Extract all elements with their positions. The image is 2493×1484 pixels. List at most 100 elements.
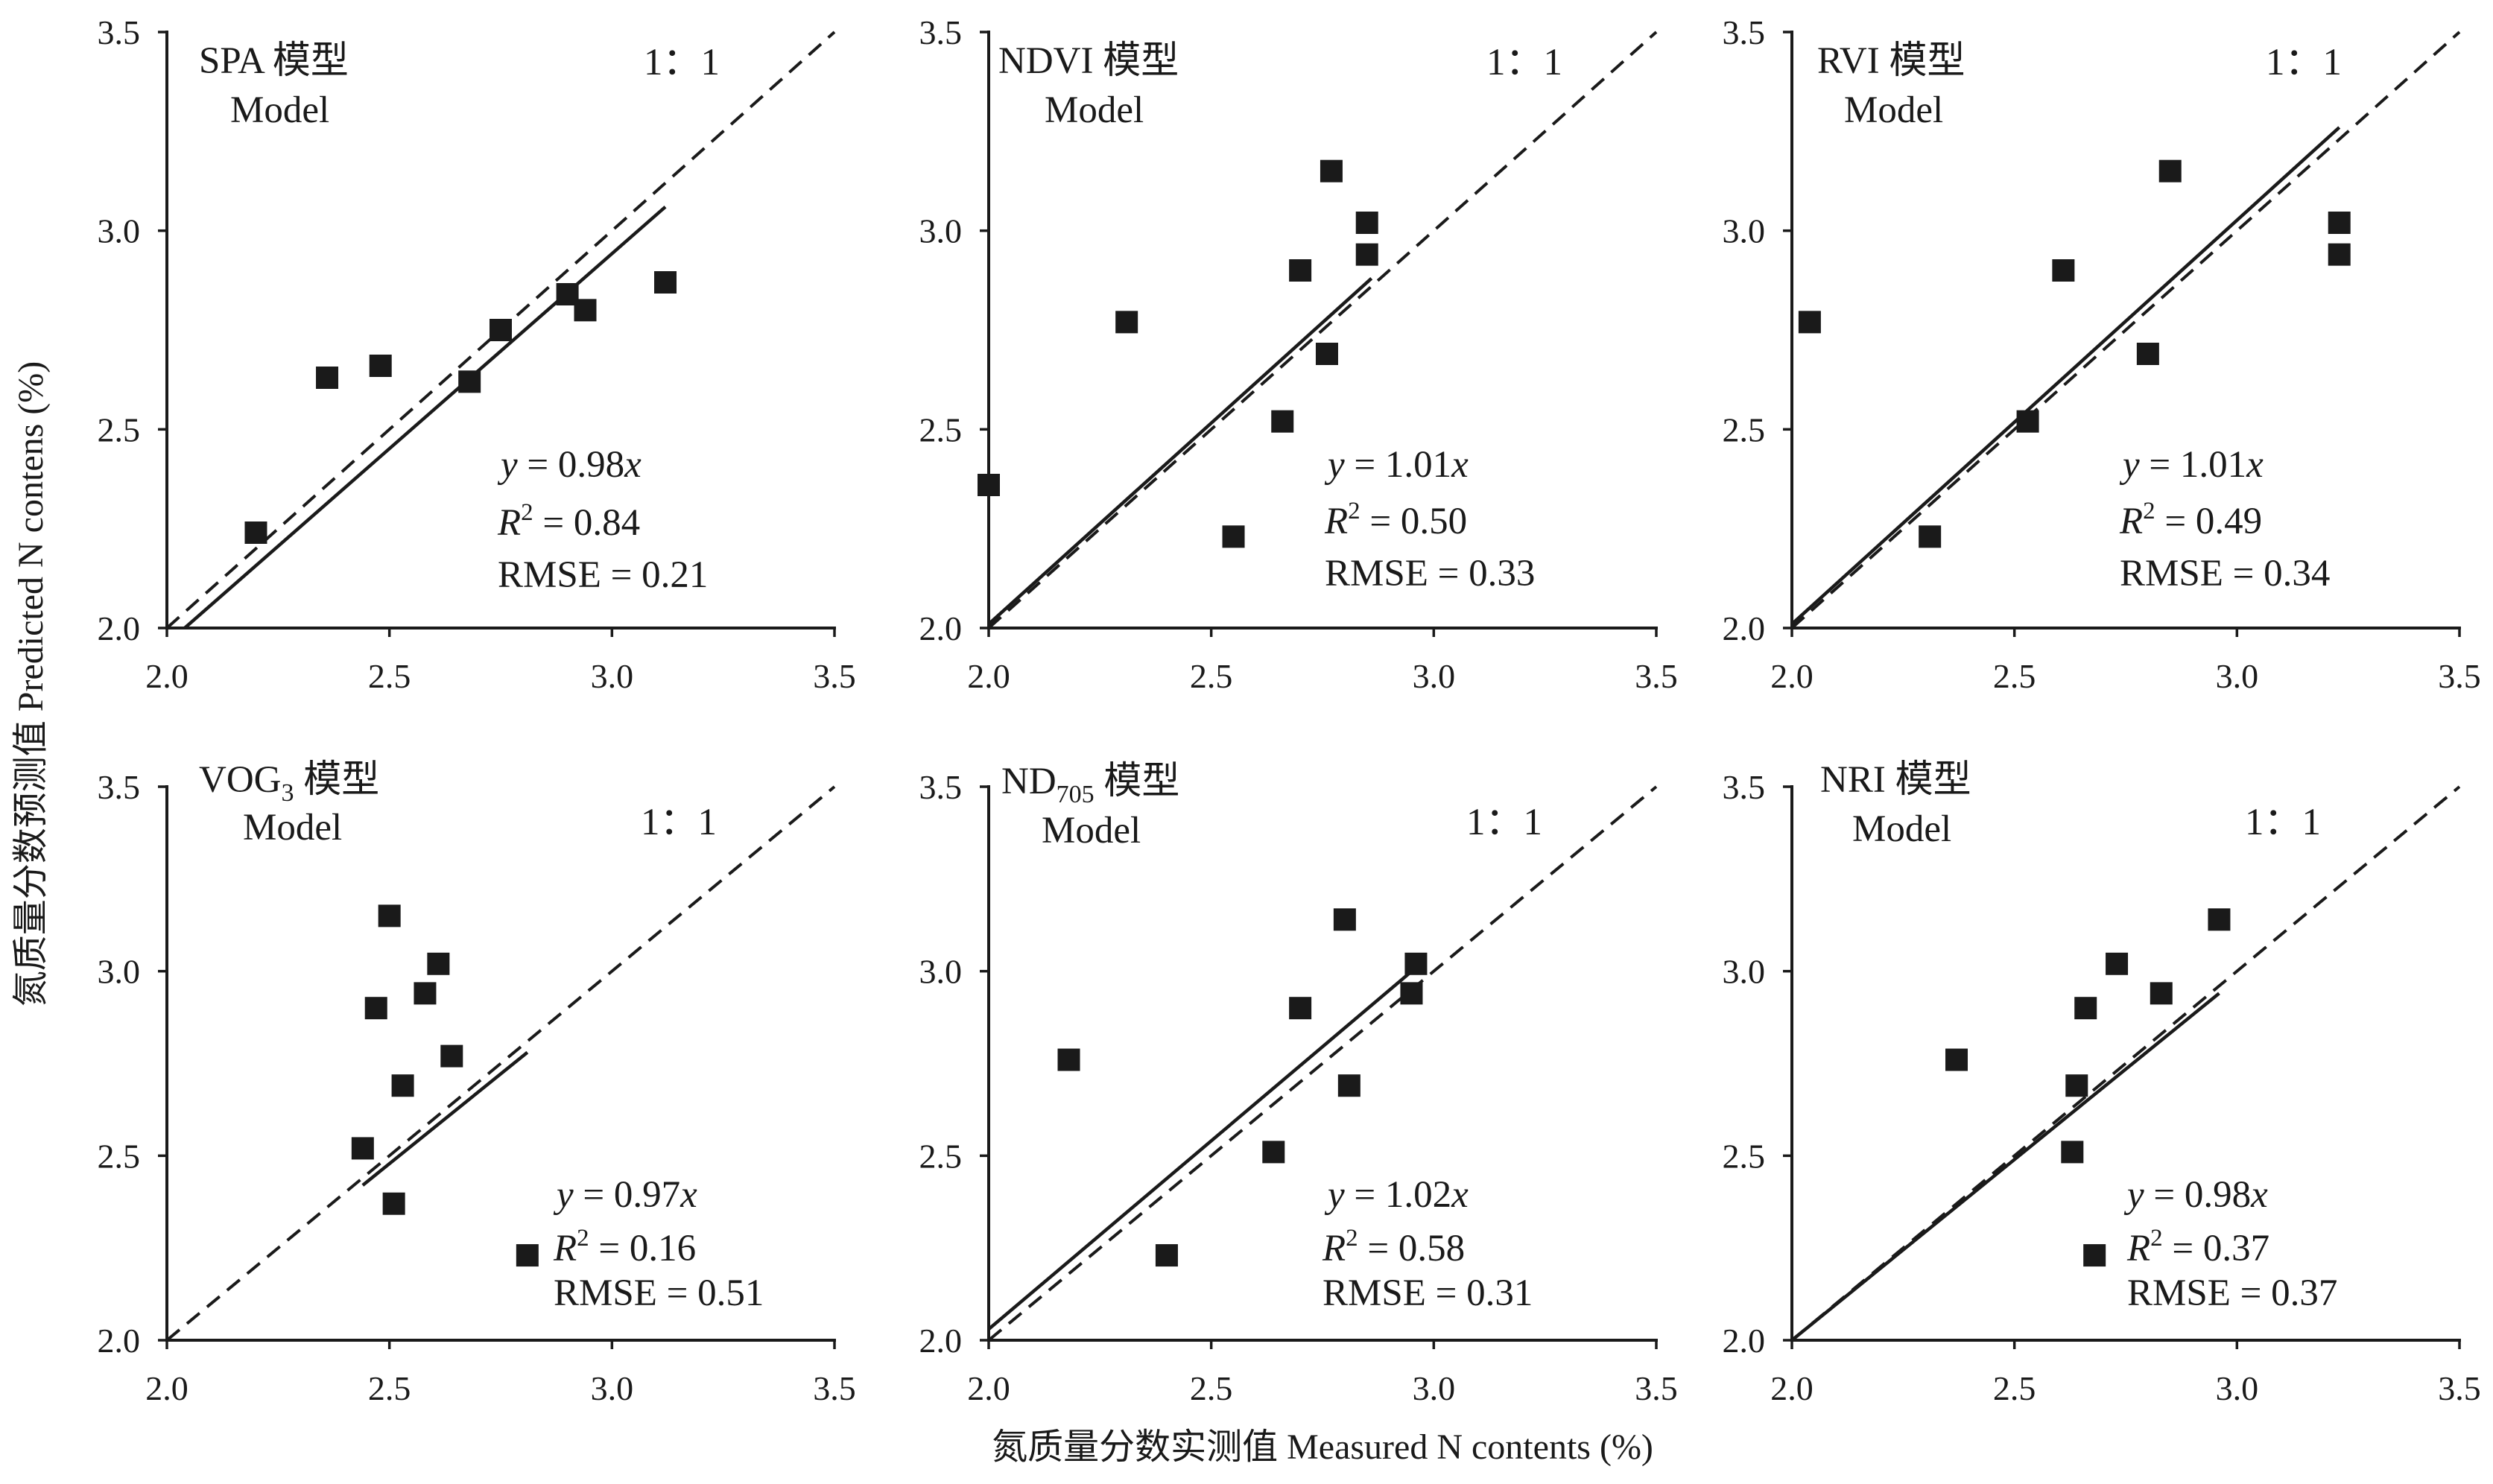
equation-x: x: [680, 1174, 697, 1216]
scatter-point: [1289, 259, 1312, 282]
scatter-point: [516, 1244, 539, 1267]
one-to-one-label: 1：1: [1466, 802, 1542, 843]
equation-label: y = 1.01x: [1324, 444, 1469, 486]
panel-title-main: NRI: [1820, 759, 1886, 801]
panel-title-main: RVI: [1817, 40, 1880, 82]
y-tick-label: 2.5: [98, 410, 141, 448]
scatter-point: [2328, 243, 2351, 266]
fit-line: [987, 276, 1373, 626]
scatter-point: [978, 474, 1000, 496]
fit-line: [987, 959, 1426, 1331]
equation-y: y: [553, 1174, 574, 1216]
r-squared-label: R2 = 0.84: [497, 499, 640, 544]
panel-title-suffix: 模型: [1886, 759, 1971, 801]
scatter-panel: 2.02.0 2.5 2.5 3.0 3.0 3.5 3.5 SPA 模型 Model 1：1 y …: [98, 13, 856, 695]
scatter-point: [1400, 982, 1423, 1005]
model-label: Model: [1852, 808, 1951, 850]
equation-y: y: [1324, 444, 1345, 486]
rmse-label: RMSE = 0.21: [498, 554, 708, 596]
equation-x: x: [2246, 444, 2264, 486]
rmse-label: RMSE = 0.33: [1325, 553, 1535, 594]
scatter-point: [2208, 908, 2231, 931]
r-squared-superscript: 2: [2143, 498, 2155, 524]
x-tick-label: 3.5: [2438, 657, 2481, 695]
scatter-point: [1057, 1048, 1080, 1071]
equation-slope: = 1.01: [2140, 444, 2247, 486]
scatter-point: [1798, 311, 1821, 334]
y-tick-label: 3.5: [1723, 13, 1766, 51]
model-label: Model: [1042, 810, 1141, 852]
x-tick-label: 3.0: [1413, 657, 1456, 695]
y-tick-label: 3.0: [98, 212, 141, 250]
y-tick-label: 2.0: [919, 1322, 963, 1360]
rmse-label: RMSE = 0.51: [554, 1272, 764, 1314]
scatter-point: [574, 299, 597, 322]
scatter-point: [2158, 159, 2182, 183]
scatter-panel: 2.02.0 2.5 2.5 3.0 3.0 3.5 3.5 NRI 模型 Model 1：1 y …: [1723, 759, 2481, 1407]
r-squared-r: R: [1324, 501, 1348, 542]
equation-slope: = 0.98: [518, 444, 625, 486]
panel-title-main: NDVI: [998, 40, 1093, 82]
panel-title: VOG3 模型: [199, 759, 379, 807]
y-tick-label: 3.5: [98, 768, 141, 806]
y-tick-label: 3.0: [1723, 212, 1766, 250]
equation-label: y = 1.02x: [1324, 1174, 1469, 1216]
panel-title-suffix: 模型: [1095, 761, 1180, 802]
panel-title-main: ND: [1001, 761, 1057, 802]
scatter-point: [458, 370, 481, 393]
panel-title: ND705 模型: [1001, 761, 1179, 808]
equation-label: y = 0.98x: [2123, 1174, 2268, 1216]
x-tick-label: 3.0: [591, 657, 634, 695]
equation-label: y = 0.97x: [553, 1174, 697, 1216]
scatter-point: [2065, 1074, 2088, 1097]
x-tick-label: 3.5: [1635, 1369, 1678, 1407]
equation-x: x: [2250, 1174, 2268, 1216]
x-tick-label: 2.0: [145, 1369, 189, 1407]
scatter-point: [2106, 952, 2129, 975]
scatter-point: [1333, 908, 1356, 931]
scatter-point: [2150, 982, 2173, 1005]
equation-slope: = 0.97: [574, 1174, 681, 1216]
scatter-point: [2328, 212, 2351, 234]
r-squared-label: R2 = 0.49: [2119, 498, 2262, 542]
equation-slope: = 0.98: [2144, 1174, 2252, 1216]
fit-line: [361, 1050, 529, 1187]
scatter-point: [2083, 1244, 2106, 1267]
r-squared-superscript: 2: [577, 1225, 589, 1252]
y-tick-label: 3.0: [919, 953, 963, 991]
scatter-point: [2061, 1141, 2084, 1164]
scatter-point: [2052, 259, 2075, 282]
y-tick-label: 2.0: [1723, 1322, 1766, 1360]
scatter-point: [1945, 1048, 1968, 1071]
y-tick-label: 2.0: [98, 609, 141, 647]
one-to-one-label: 1：1: [2266, 42, 2342, 83]
r-squared-value: = 0.50: [1360, 501, 1468, 542]
y-tick-label: 3.5: [919, 13, 963, 51]
r-squared-r: R: [2126, 1228, 2150, 1269]
y-tick-label: 2.5: [1723, 410, 1766, 448]
scatter-point: [1355, 212, 1378, 234]
scatter-point: [1289, 997, 1312, 1020]
x-tick-label: 2.5: [1993, 1369, 2036, 1407]
y-tick-label: 3.5: [919, 768, 963, 806]
model-label: Model: [1045, 89, 1144, 131]
x-tick-label: 2.5: [1993, 657, 2036, 695]
panel-title-suffix: 模型: [294, 759, 380, 801]
r-squared-value: = 0.16: [589, 1228, 697, 1269]
panel-title: RVI 模型: [1817, 40, 1965, 82]
scatter-point: [1222, 525, 1245, 548]
scatter-point: [414, 982, 437, 1005]
equation-y: y: [2123, 1174, 2144, 1216]
y-tick-label: 2.5: [919, 410, 963, 448]
x-tick-label: 2.5: [1190, 1369, 1233, 1407]
x-tick-label: 2.5: [368, 1369, 411, 1407]
r-squared-superscript: 2: [1348, 498, 1360, 524]
scatter-point: [654, 271, 677, 294]
equation-x: x: [1451, 1174, 1469, 1216]
y-tick-label: 3.5: [1723, 768, 1766, 806]
equation-label: y = 0.98x: [497, 444, 642, 486]
r-squared-superscript: 2: [2150, 1225, 2163, 1252]
